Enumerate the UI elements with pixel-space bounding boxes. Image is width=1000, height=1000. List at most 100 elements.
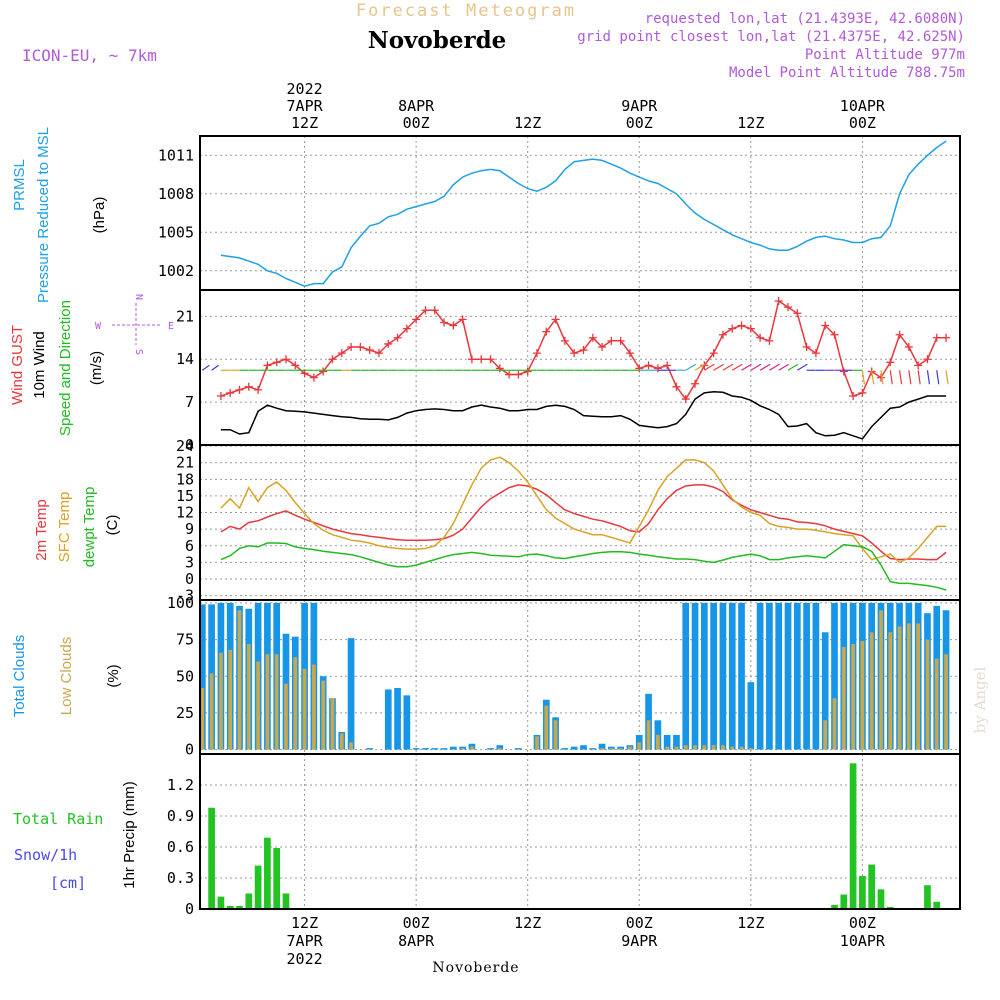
ytick-label: 3 [185,553,194,571]
gust-marker [756,333,765,342]
requested-coordinates: requested lon,lat (21.4393E, 42.6080N) [645,11,965,27]
wind-direction-arrow [759,363,771,371]
total-cloud-bar [366,748,374,750]
total-cloud-bar [561,748,569,750]
gust-marker [328,355,337,364]
gust-marker [923,355,932,364]
series-line-2m-temp [220,484,947,561]
bottom-time-label: 00Z [849,914,876,932]
rain-bar [877,889,885,909]
ytick-label: 1005 [158,223,194,241]
gust-marker [811,349,820,358]
gust-marker [514,370,523,379]
total-cloud-bar [403,695,411,750]
total-cloud-bar [440,748,448,750]
gust-marker [616,336,625,345]
gust-marker [588,333,597,342]
precip-panel-labels: Total Rain Snow/1h [cm] 1hr Precip (mm) [13,781,138,892]
precip-label-snow: Snow/1h [14,846,77,864]
low-cloud-bar [553,720,558,750]
low-cloud-bar [925,639,930,750]
low-cloud-bar [693,745,697,750]
ytick-label: 50 [176,667,194,685]
low-cloud-bar [321,680,326,750]
footer-location: Novoberde [432,960,519,976]
total-cloud-bar [570,746,578,750]
low-cloud-bar [869,632,874,750]
total-cloud-bar [747,682,755,750]
wind-direction-arrow [945,370,949,385]
gust-marker [570,349,579,358]
low-cloud-bar [841,646,846,750]
gust-marker [449,321,458,330]
gust-marker [467,355,476,364]
pressure-panel-labels: PRMSL Pressure Reduced to MSL (hPa) [11,127,108,303]
ytick-label: 0 [185,436,194,454]
low-cloud-bar [730,746,735,750]
low-cloud-bar [683,745,688,750]
ytick-label: 1011 [158,146,194,164]
low-cloud-bar [860,641,865,750]
wind-direction-arrow [769,363,780,371]
ytick-label: 1.2 [167,776,194,794]
low-cloud-bar [200,688,205,750]
gust-marker [226,388,235,397]
gust-marker [244,382,253,391]
ytick-label: 0 [185,900,194,918]
total-cloud-bar [775,602,783,750]
panel-frame [199,753,961,910]
rain-bar [859,875,866,909]
gust-marker [254,385,263,394]
panel-frame [199,289,961,446]
total-cloud-bar [831,602,838,750]
gust-marker [319,367,328,376]
wind-direction-arrow [871,370,875,385]
low-cloud-bar [897,626,902,750]
low-cloud-bar [330,698,335,750]
gust-marker [737,321,746,330]
ytick-label: 1002 [158,262,194,280]
gust-marker [430,306,439,315]
rain-bar [236,905,243,909]
compass-south: S [133,349,144,355]
gust-marker [839,367,848,376]
gust-marker [821,321,830,330]
gust-marker [765,336,774,345]
top-time-label: 7APR [287,97,324,115]
top-time-label: 8APR [398,97,435,115]
low-cloud-bar [219,652,223,750]
ytick-label: 6 [185,537,194,555]
total-cloud-bar [738,602,745,750]
point-altitude: Point Altitude 977m [805,47,965,63]
total-cloud-bar [784,602,792,750]
low-cloud-bar [256,661,260,750]
gust-marker [477,355,486,364]
low-cloud-bar [637,742,642,750]
wind-direction-arrow [936,370,940,385]
gust-marker [625,349,634,358]
wind-direction-arrow [694,363,706,371]
bottom-time-label: 12Z [514,914,541,932]
low-cloud-bar [209,673,214,750]
total-cloud-bar [589,748,597,750]
total-cloud-bar [487,748,494,750]
low-cloud-bar [628,746,632,750]
wind-label-10m: 10m Wind [31,331,48,399]
wind-direction-arrow [787,363,799,371]
gust-marker [309,373,318,382]
gust-marker [746,324,755,333]
gust-marker [774,297,783,306]
temp-label-2m: 2m Temp [33,499,50,560]
ytick-label: 9 [185,520,194,538]
top-time-label: 9APR [621,97,658,115]
top-time-label: 00Z [849,114,876,132]
low-cloud-bar [497,748,502,750]
ytick-label: 18 [176,470,194,488]
ytick-label: 21 [176,454,194,472]
gust-marker [533,349,542,358]
rain-bar [208,807,215,909]
gust-marker [374,349,383,358]
total-cloud-bar [598,743,606,750]
gust-marker [300,369,309,378]
total-cloud-bar [496,745,504,750]
